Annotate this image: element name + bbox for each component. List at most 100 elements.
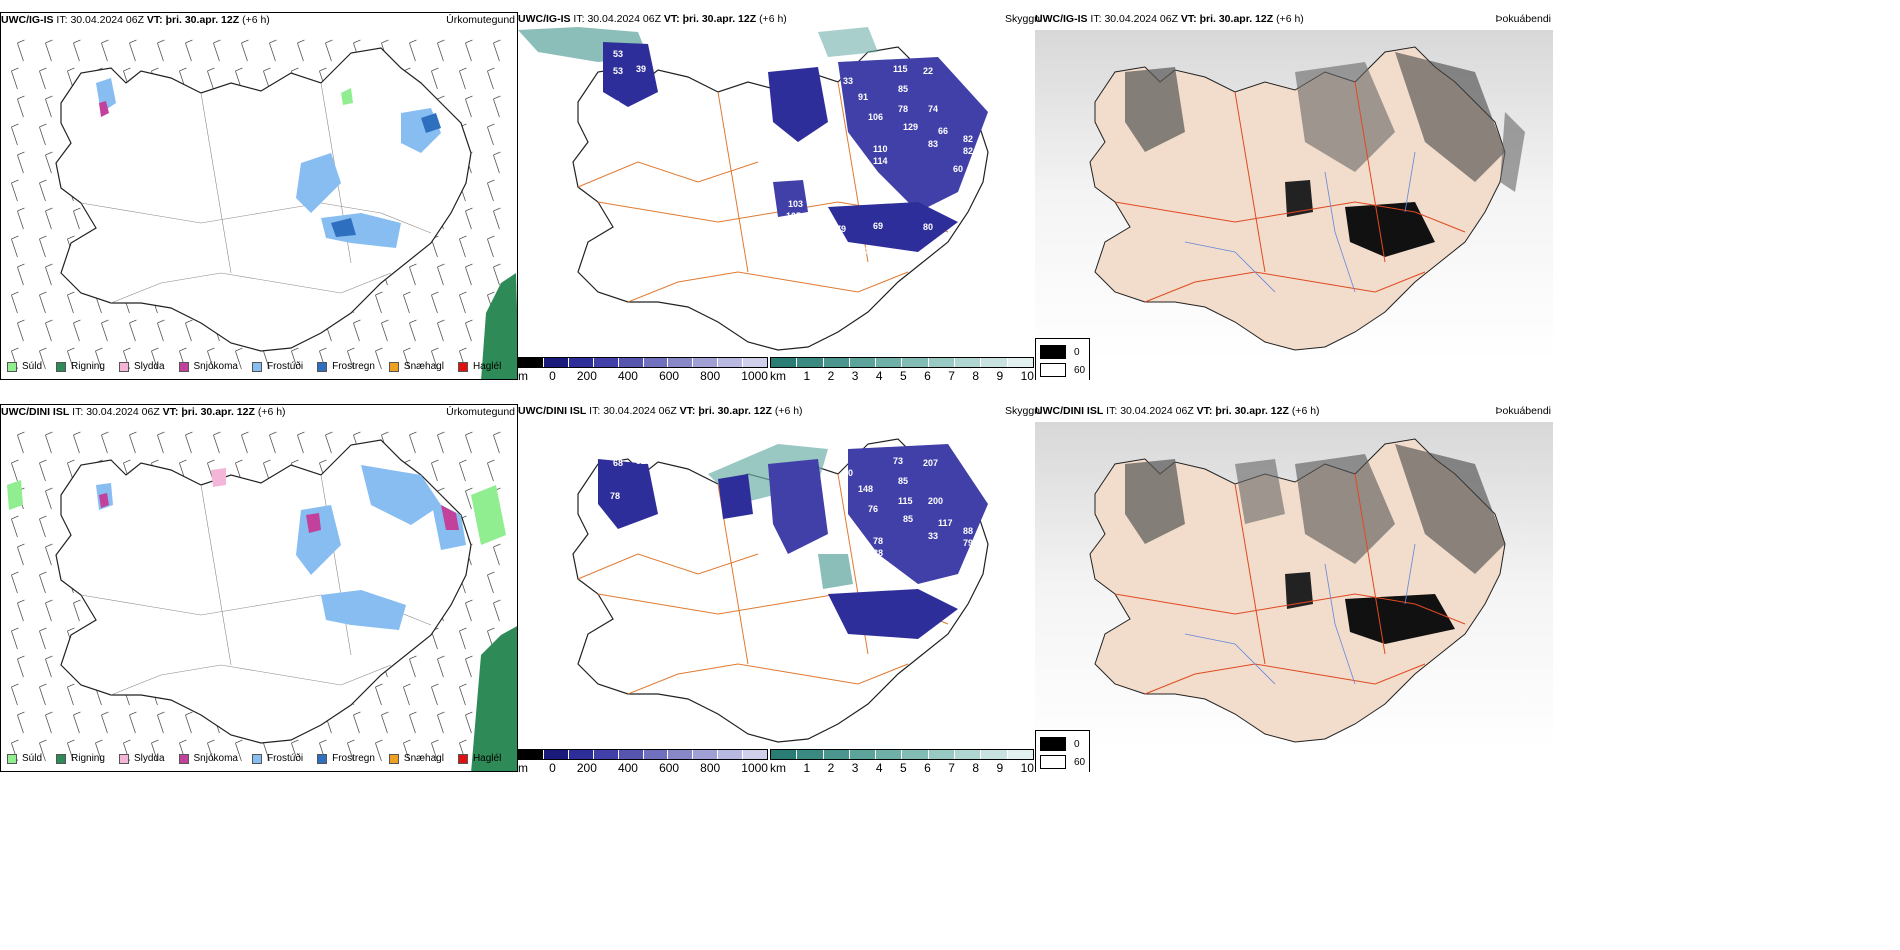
colorbar-segment bbox=[743, 358, 768, 367]
legend-item: Slydda bbox=[118, 361, 165, 372]
visibility-panel-top: 53 39 53 72 19 33 115 22 91 85 78 74 106 129 66 83 82 82 1… bbox=[518, 12, 1035, 380]
wind-barb bbox=[45, 39, 53, 62]
wind-barb bbox=[297, 431, 305, 454]
fog-legend-row: 0 bbox=[1040, 343, 1085, 361]
wind-barb bbox=[241, 431, 249, 454]
wind-barb bbox=[465, 39, 473, 62]
wind-barb bbox=[39, 347, 47, 370]
wind-barb bbox=[45, 207, 53, 230]
wind-barb bbox=[487, 571, 495, 594]
wind-barb bbox=[39, 291, 47, 314]
colorbar-segment bbox=[849, 750, 877, 759]
visibility-value-label: 80 bbox=[923, 222, 933, 232]
wind-barb bbox=[17, 263, 25, 286]
legend-swatch bbox=[118, 753, 129, 764]
legend-item: Slydda bbox=[118, 753, 165, 764]
visibility-areas bbox=[518, 27, 988, 252]
wind-barb bbox=[39, 515, 47, 538]
wind-barb bbox=[431, 347, 439, 370]
wind-barb bbox=[207, 347, 215, 370]
wind-barb bbox=[11, 683, 19, 706]
wind-barb bbox=[493, 431, 501, 454]
visibility-value-label: 114 bbox=[873, 156, 888, 166]
wind-barb bbox=[465, 207, 473, 230]
panel-header: UWC/DINI ISL IT: 30.04.2024 06Z VT: þri.… bbox=[518, 405, 803, 417]
visibility-value-label: 129 bbox=[903, 122, 918, 132]
wind-barb bbox=[39, 739, 47, 762]
wind-barb bbox=[493, 263, 501, 286]
wind-barb bbox=[17, 39, 25, 62]
visibility-value-label: 73 bbox=[893, 456, 903, 466]
wind-barb bbox=[11, 515, 19, 538]
colorbar-segment bbox=[823, 750, 850, 759]
precip-legend: Súld Rigning Slydda Snjókoma Frostúði Fr… bbox=[7, 361, 501, 372]
panel-header: UWC/IG-IS IT: 30.04.2024 06Z VT: þri. 30… bbox=[1, 14, 270, 26]
colorbar-segment bbox=[718, 750, 744, 759]
wind-barb bbox=[11, 459, 19, 482]
legend-item: Súld bbox=[7, 361, 42, 372]
wind-barb bbox=[465, 431, 473, 454]
wind-barb bbox=[213, 431, 221, 454]
visibility-value-label: 68 bbox=[613, 458, 623, 468]
wind-barb bbox=[45, 319, 53, 342]
wind-barb bbox=[381, 319, 389, 342]
visibility-value-label: 92 bbox=[636, 456, 646, 466]
panel-header: UWC/IG-IS IT: 30.04.2024 06Z VT: þri. 30… bbox=[518, 13, 787, 25]
visibility-value-label: 71 bbox=[613, 441, 623, 451]
wind-barb bbox=[11, 627, 19, 650]
wind-barb bbox=[151, 347, 159, 370]
fog-title: Þokuábendi bbox=[1495, 405, 1551, 417]
colorbar-segment bbox=[902, 358, 929, 367]
wind-barb bbox=[465, 599, 473, 622]
visibility-value-label: 106 bbox=[868, 112, 883, 122]
wind-barb bbox=[431, 67, 439, 90]
fog-legend: 0 60 bbox=[1035, 338, 1091, 380]
wind-barb bbox=[45, 655, 53, 678]
legend-item: Rigning bbox=[56, 361, 105, 372]
visibility-value-label: 88 bbox=[873, 548, 883, 558]
legend-swatch bbox=[56, 361, 67, 372]
wind-barb bbox=[17, 711, 25, 734]
wind-barb bbox=[437, 39, 445, 62]
visibility-value-label: 78 bbox=[610, 491, 620, 501]
colorbar-segment bbox=[797, 750, 824, 759]
wind-barb bbox=[157, 319, 165, 342]
wind-barb bbox=[437, 319, 445, 342]
wind-barb bbox=[459, 683, 467, 706]
legend-item: Frostúði bbox=[251, 361, 303, 372]
wind-barb bbox=[73, 319, 81, 342]
colorbar-segment bbox=[928, 358, 956, 367]
panel-header: UWC/DINI ISL IT: 30.04.2024 06Z VT: þri.… bbox=[1, 406, 286, 418]
wind-barb bbox=[465, 319, 473, 342]
wind-barb bbox=[73, 39, 81, 62]
legend-item: Haglél bbox=[457, 753, 501, 764]
wind-barb bbox=[157, 711, 165, 734]
colorbar-segment bbox=[771, 750, 798, 759]
wind-barb bbox=[409, 431, 417, 454]
colorbar-segment bbox=[718, 358, 744, 367]
fog-swatch bbox=[1040, 737, 1066, 751]
wind-barb bbox=[207, 67, 215, 90]
colorbar-segment bbox=[618, 750, 644, 759]
wind-barb bbox=[45, 95, 53, 118]
legend-item: Frostregn bbox=[317, 361, 375, 372]
legend-item: Súld bbox=[7, 753, 42, 764]
wind-barb bbox=[39, 459, 47, 482]
visibility-value-label: 106 bbox=[818, 144, 833, 154]
legend-swatch bbox=[251, 361, 262, 372]
wind-barb bbox=[11, 571, 19, 594]
fog-map-top bbox=[1035, 30, 1553, 360]
legend-swatch bbox=[56, 753, 67, 764]
wind-barb bbox=[269, 431, 277, 454]
wind-barb bbox=[151, 739, 159, 762]
fog-map-bottom bbox=[1035, 422, 1553, 752]
precip-areas bbox=[7, 465, 517, 771]
wind-barb bbox=[157, 431, 165, 454]
colorbar-segment bbox=[618, 358, 644, 367]
visibility-value-label: 200 bbox=[928, 496, 943, 506]
wind-barb bbox=[437, 263, 445, 286]
colorbar-segment bbox=[693, 750, 719, 759]
legend-swatch bbox=[251, 753, 262, 764]
